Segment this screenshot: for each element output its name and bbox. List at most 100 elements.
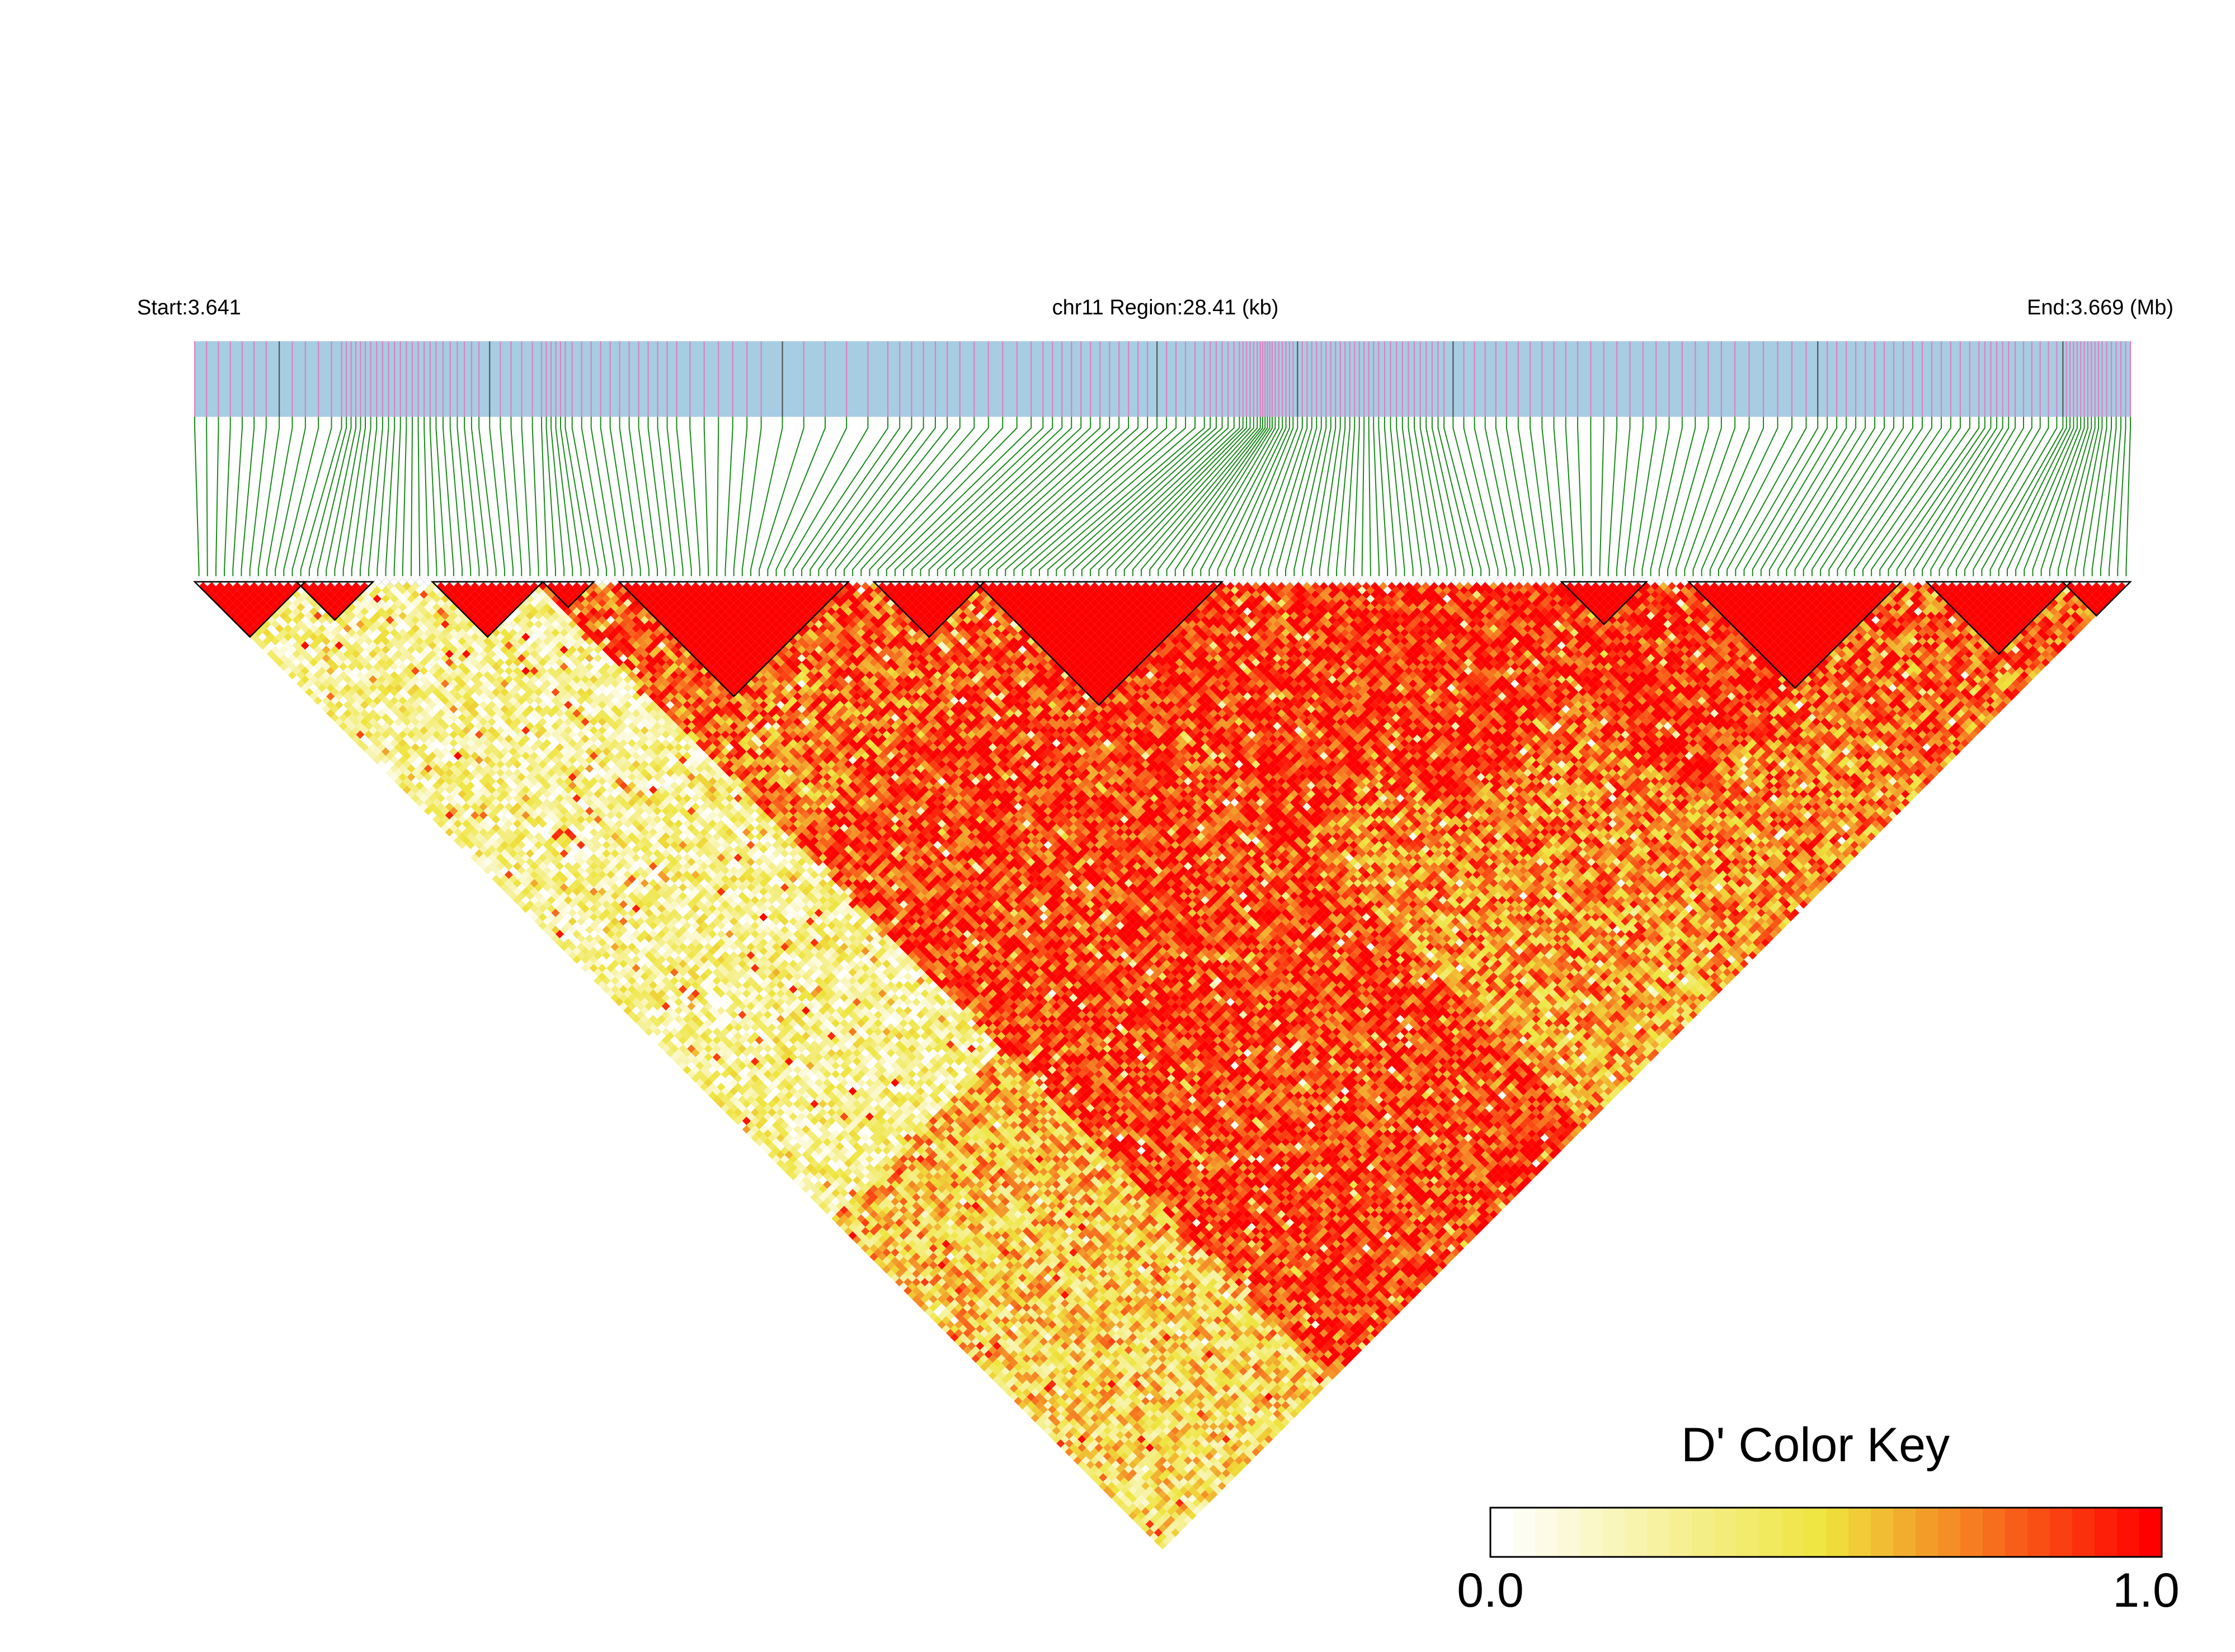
snp-connector-line: [1947, 417, 2032, 576]
ld-cell: [266, 641, 276, 650]
ld-cell: [1103, 1486, 1112, 1495]
snp-connector-line: [1633, 417, 1657, 576]
ld-cell: [937, 1312, 947, 1321]
ld-cell: [385, 768, 394, 778]
snp-connector-line: [351, 417, 371, 576]
ld-cell: [458, 832, 467, 841]
ld-cell: [619, 994, 628, 1003]
snp-connector-line: [1709, 417, 1778, 576]
ld-cell: [318, 692, 327, 701]
region-end-label: End:3.669 (Mb): [2027, 296, 2173, 319]
snp-connector-line: [555, 417, 573, 576]
ld-cell: [644, 1019, 653, 1028]
snp-connector-line: [775, 417, 848, 576]
ld-cell: [840, 1214, 849, 1223]
snp-connector-line: [1396, 417, 1414, 576]
snp-connector-line: [1166, 417, 1268, 576]
snp-connector-line: [1777, 417, 1866, 576]
snp-connector-line: [564, 417, 590, 576]
snp-connector-line: [257, 417, 280, 576]
ld-cell: [543, 917, 552, 926]
ld-cell: [648, 1023, 658, 1032]
snp-connector-line: [1964, 417, 2049, 576]
ld-cell: [369, 751, 378, 760]
ld-cell: [305, 679, 314, 688]
ld-cell: [984, 1358, 993, 1367]
snp-connector-line: [1981, 417, 2064, 576]
snp-connector-line: [609, 417, 633, 576]
ld-cell: [284, 658, 293, 667]
snp-connector-line: [550, 417, 565, 576]
ld-cell: [1154, 1528, 1163, 1537]
snp-connector-line: [224, 417, 231, 576]
snp-connector-line: [1208, 417, 1283, 576]
snp-connector-line: [826, 417, 936, 576]
snp-connector-line: [1098, 417, 1244, 576]
snp-connector-line: [1701, 417, 1765, 576]
ld-cell: [559, 934, 568, 943]
ld-cell: [1052, 1426, 1061, 1436]
ld-cell: [835, 1218, 844, 1227]
ld-cell: [742, 1125, 751, 1134]
ld-cell: [432, 815, 441, 824]
ld-cell: [534, 917, 543, 926]
ld-cell: [436, 819, 445, 829]
ld-cell: [1043, 1418, 1052, 1427]
snp-connector-line: [457, 417, 472, 576]
ld-cell: [402, 777, 411, 786]
ld-cell: [679, 1061, 688, 1070]
snp-connector-line: [2006, 417, 2074, 576]
snp-connector-line: [1625, 417, 1644, 576]
ld-cell: [827, 1201, 836, 1210]
snp-connector-lines: [194, 417, 2131, 576]
ld-cell: [904, 1278, 912, 1287]
ld-cell: [674, 1048, 683, 1057]
ld-cell: [547, 930, 556, 939]
ld-cell: [572, 955, 581, 964]
ld-cell: [373, 747, 382, 756]
ld-cell: [551, 925, 560, 934]
ld-cell: [300, 675, 309, 684]
ld-cell: [479, 853, 488, 862]
ld-cell: [1094, 1477, 1103, 1486]
ld-cell: [1107, 1490, 1116, 1499]
ld-cell: [369, 743, 378, 752]
snp-connector-line: [971, 417, 1130, 576]
snp-connector-line: [1107, 417, 1248, 576]
ld-cell: [623, 997, 632, 1006]
snp-connector-line: [741, 417, 762, 576]
ld-cell: [279, 662, 288, 671]
ld-cell: [576, 951, 586, 960]
ld-cell: [504, 879, 514, 888]
ld-cell: [364, 747, 373, 756]
snp-connector-line: [1565, 417, 1575, 576]
snp-connector-line: [647, 417, 667, 576]
ld-cell: [1128, 1503, 1137, 1512]
ld-cell: [704, 1086, 713, 1096]
snp-connector-line: [1038, 417, 1205, 576]
ld-cell: [942, 1316, 951, 1325]
ld-cell: [933, 1316, 942, 1325]
ld-cell: [907, 1291, 916, 1300]
ld-cell: [1081, 1456, 1091, 1465]
ld-cell: [733, 1108, 742, 1117]
snp-connector-line: [1667, 417, 1709, 576]
ld-cell: [445, 819, 454, 829]
snp-connector-line: [1474, 417, 1507, 576]
snp-connector-line: [464, 417, 480, 576]
ld-cell: [1132, 1507, 1142, 1516]
snp-connector-line: [1616, 417, 1631, 576]
snp-connector-line: [521, 417, 531, 576]
ld-cell: [980, 1354, 989, 1363]
ld-cell: [568, 942, 577, 952]
snp-connector-line: [283, 417, 319, 576]
snp-connector-line: [385, 417, 396, 576]
snp-connector-line: [571, 417, 599, 576]
ld-cell: [250, 633, 258, 642]
ld-cell: [1116, 1498, 1124, 1508]
ld-cell: [784, 1159, 793, 1168]
snp-connector-line: [1577, 417, 1584, 576]
snp-connector-line: [1293, 417, 1327, 576]
ld-cell: [818, 1193, 827, 1202]
